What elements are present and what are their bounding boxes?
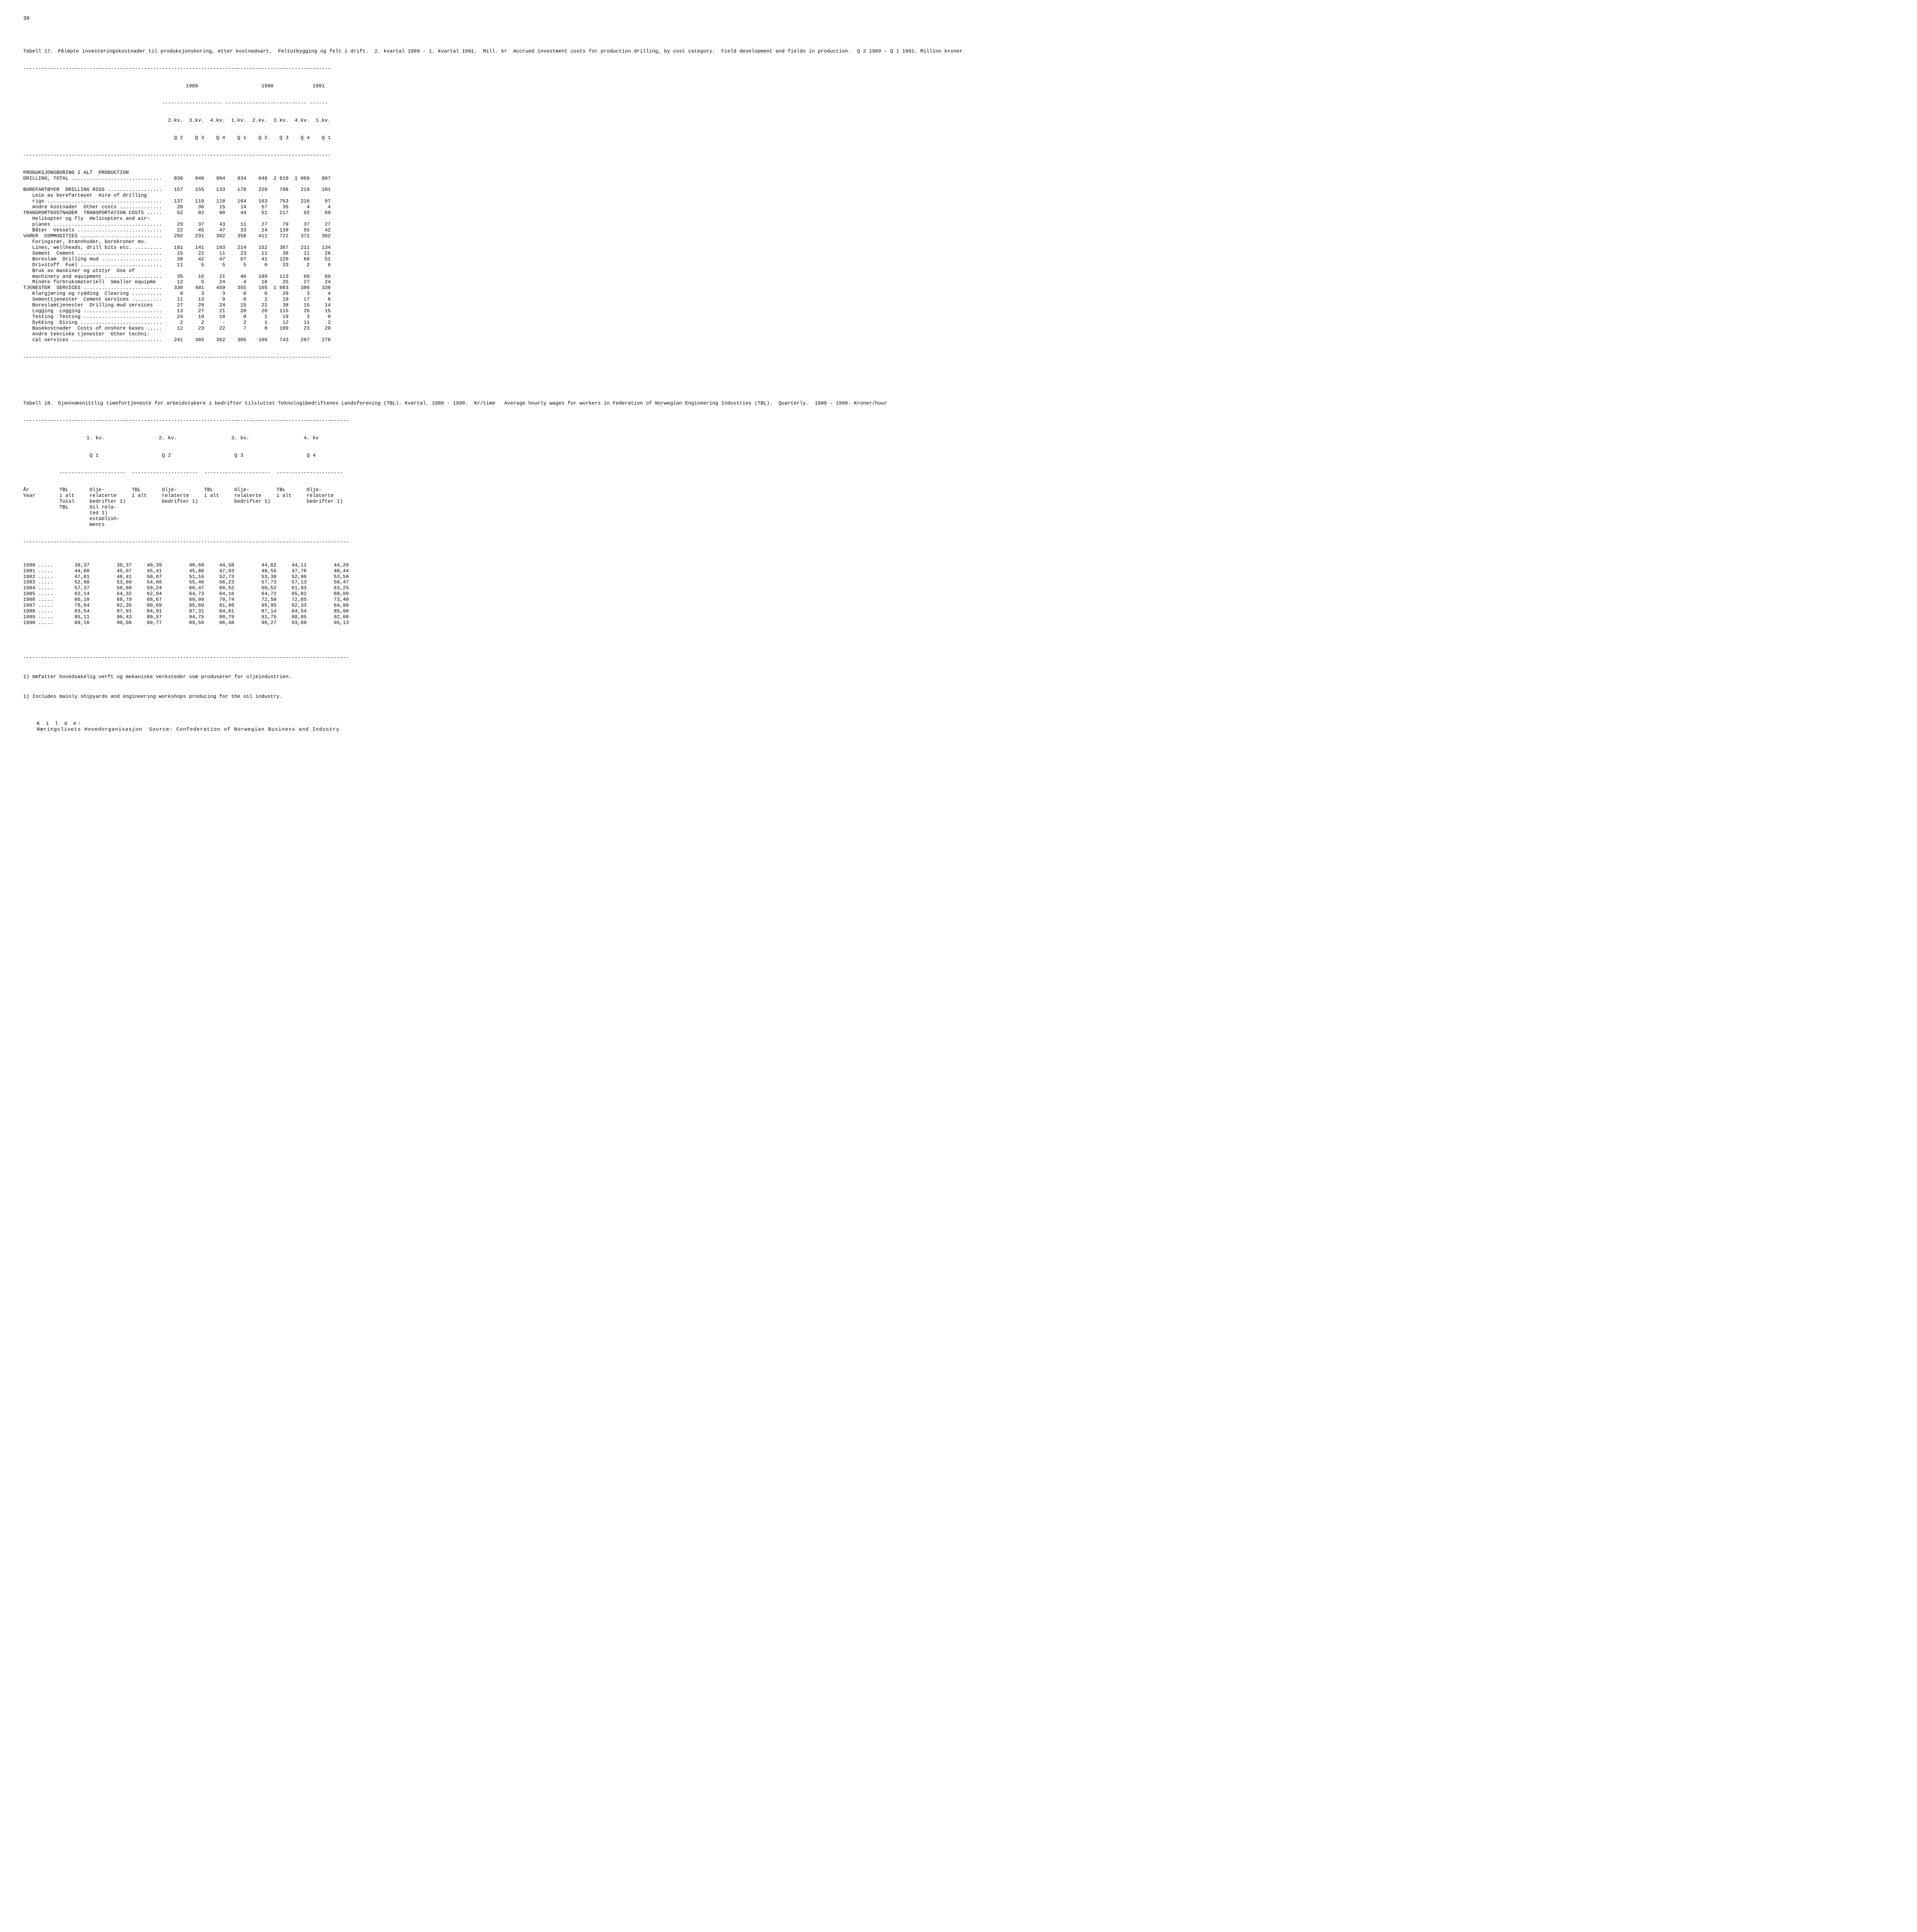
source-label: K i l d e: — [37, 721, 82, 726]
table18-rule-hdr: ----------------------------------------… — [23, 539, 1894, 545]
page-number: 36 — [23, 15, 1894, 22]
table18-footnote-1: 1) Omfatter hovedsakelig verft og mekani… — [23, 674, 1894, 680]
table18-rule-top: ----------------------------------------… — [23, 418, 1894, 424]
table18-q-header-2: Q 1 Q 2 Q 3 Q 4 — [23, 453, 1894, 459]
table17-col-header-2: Q 2 Q 3 Q 4 Q 1 Q 2 Q 3 Q 4 Q 1 — [23, 135, 1894, 141]
table17-title: Påløpte investeringskostnader til produk… — [58, 49, 1894, 54]
table18-body: 1980 ..... 39,37 39,37 40,39 40,68 44,58… — [23, 557, 1894, 626]
table-17: Tabell 17. Påløpte investeringskostnader… — [23, 37, 1894, 366]
table18-sub-header: År TBL Olje- TBL Olje- TBL Olje- TBL Olj… — [23, 487, 1894, 528]
table17-year-header: 1989 1990 1991 — [23, 83, 1894, 89]
table18-blank — [23, 638, 1894, 643]
table-18: Tabell 18. Gjennomsnittlig timefortjenes… — [23, 389, 1894, 744]
table18-rule-mid: ---------------------- -----------------… — [23, 470, 1894, 476]
table17-rule-mid: -------------------- -------------------… — [23, 100, 1894, 106]
table18-title: Gjennomsnittlig timefortjeneste for arbe… — [58, 401, 1894, 406]
table18-label: Tabell 18. — [23, 401, 58, 406]
table17-label: Tabell 17. — [23, 49, 58, 54]
table18-source: K i l d e: Næringslivets Hovedorganisasj… — [23, 715, 1894, 738]
table17-col-header-1: 2.kv. 3.kv. 4.kv. 1.kv. 2.kv. 3.kv. 4.kv… — [23, 118, 1894, 124]
table17-rule-top: ----------------------------------------… — [23, 66, 1894, 72]
table17-rule-hdr: ----------------------------------------… — [23, 153, 1894, 158]
table17-body: PRODUKSJONSBORING I ALT PRODUCTION DRILL… — [23, 170, 1894, 343]
table18-footnote-2: 1) Includes mainly shipyards and enginee… — [23, 694, 1894, 700]
source-text: Næringslivets Hovedorganisasjon Source: … — [37, 726, 339, 732]
table17-rule-bottom: ----------------------------------------… — [23, 355, 1894, 361]
table18-q-header-1: 1. kv. 2. kv. 3. kv. 4. kv — [23, 435, 1894, 441]
table18-rule-bottom: ----------------------------------------… — [23, 655, 1894, 661]
